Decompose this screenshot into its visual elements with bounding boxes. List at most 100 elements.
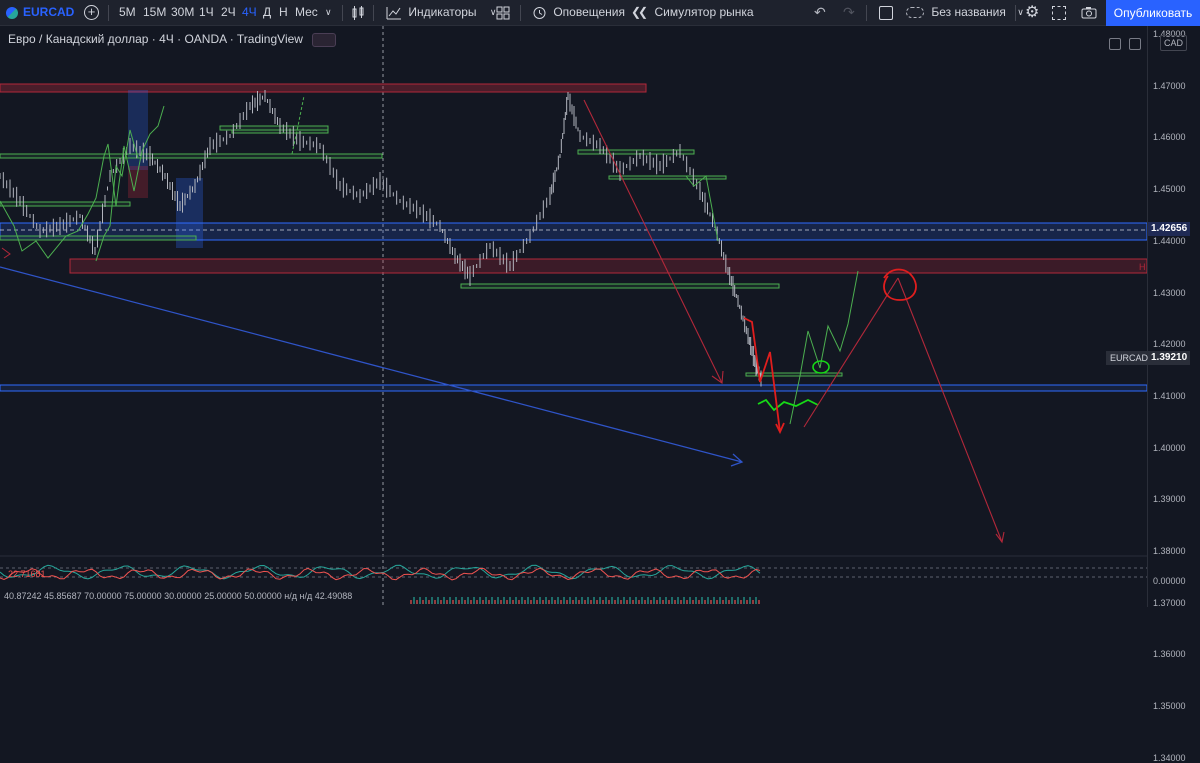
- histogram-bar: [449, 597, 451, 604]
- histogram-bar: [416, 600, 418, 604]
- histogram-bar: [542, 600, 544, 604]
- histogram-bar: [743, 597, 745, 604]
- support-zone-lower[interactable]: [0, 384, 1147, 392]
- trend-arrow-blue[interactable]: [0, 266, 743, 463]
- collapse-pane-button[interactable]: [1109, 38, 1121, 50]
- compare-symbol-button[interactable]: +: [84, 0, 99, 25]
- projection-path-green[interactable]: [0, 105, 165, 259]
- timeframe-1h[interactable]: 1Ч: [199, 5, 214, 19]
- symbol-search-button[interactable]: EURCAD: [6, 0, 74, 25]
- histogram-bar: [695, 597, 697, 604]
- indicators-label: Индикаторы: [408, 5, 477, 19]
- projection-red-down[interactable]: [897, 277, 1003, 543]
- timeframe-dropdown-button[interactable]: ∨: [325, 0, 332, 25]
- histogram-bar: [686, 600, 688, 604]
- settings-button[interactable]: ⚙: [1025, 0, 1039, 25]
- resistance-zone-top[interactable]: [0, 83, 647, 93]
- snapshot-button[interactable]: [1081, 0, 1097, 25]
- plus-circle-icon: +: [84, 5, 99, 21]
- timeframe-30m[interactable]: 30М: [171, 5, 195, 19]
- chart-legend[interactable]: Евро / Канадский доллар · 4Ч · OANDA · T…: [8, 32, 337, 47]
- templates-button[interactable]: [496, 0, 510, 25]
- histogram-bar: [575, 597, 577, 604]
- histogram-bar: [593, 597, 595, 604]
- histogram-bar: [719, 597, 721, 604]
- price-axis[interactable]: [1147, 26, 1200, 607]
- candlestick-series[interactable]: [0, 90, 762, 387]
- fullscreen-button[interactable]: [1052, 0, 1066, 25]
- price-tick: 1.48000: [1153, 29, 1186, 39]
- currency-label[interactable]: CAD: [1160, 35, 1188, 51]
- histogram-bar: [671, 597, 673, 604]
- histogram-bar: [419, 597, 421, 604]
- projection-path-green[interactable]: [685, 175, 719, 242]
- histogram-bar: [710, 600, 712, 604]
- histogram-bar: [557, 597, 559, 604]
- histogram-bar: [674, 600, 676, 604]
- resistance-zone-middle[interactable]: [69, 258, 1147, 274]
- alerts-button[interactable]: Оповещения: [532, 0, 625, 25]
- oscillator-series[interactable]: [0, 564, 761, 604]
- indicators-button[interactable]: Индикаторы ∨: [386, 0, 497, 25]
- scribble-red[interactable]: [743, 317, 781, 433]
- histogram-bar: [749, 597, 751, 604]
- timeframe-2h[interactable]: 2Ч: [221, 5, 236, 19]
- oscillator-line: [0, 567, 761, 581]
- timeframe-5m[interactable]: 5М: [119, 5, 136, 19]
- support-zone-blue[interactable]: [0, 222, 1147, 241]
- price-tick: 1.47000: [1153, 80, 1186, 91]
- layout-toggle-button[interactable]: [879, 0, 893, 25]
- circle-marker-green[interactable]: [812, 360, 830, 374]
- maximize-pane-button[interactable]: [1129, 38, 1141, 50]
- timeframe-4h-active[interactable]: 4Ч: [242, 5, 257, 19]
- wave-scribble-green[interactable]: [757, 398, 819, 412]
- arrow-head: [995, 531, 1005, 544]
- redo-button[interactable]: ↷: [843, 0, 855, 25]
- histogram-bar: [641, 597, 643, 604]
- gear-icon: ⚙: [1025, 4, 1040, 22]
- histogram-bar: [665, 597, 667, 604]
- candles-icon: [352, 5, 364, 20]
- zone-marker-label: H: [1139, 262, 1146, 272]
- histogram-bar: [728, 600, 730, 604]
- oscillator-legend[interactable]: 40.87242 45.85687 70.00000 75.00000 30.0…: [4, 591, 353, 601]
- highlight-box[interactable]: [128, 166, 148, 198]
- circle-marker-red[interactable]: [883, 268, 917, 301]
- toolbar-divider: [520, 5, 521, 21]
- green-levels[interactable]: [0, 125, 843, 377]
- timeframe-week[interactable]: Н: [279, 5, 288, 19]
- projection-red-up[interactable]: [803, 277, 899, 428]
- timeframe-day[interactable]: Д: [263, 5, 272, 19]
- arrow-red-down[interactable]: [583, 99, 723, 384]
- bar-replay-button[interactable]: ❮❮ Симулятор рынка: [631, 0, 754, 25]
- legend-badge[interactable]: [312, 32, 337, 47]
- oscillator-axis-tick: 0.00000: [1153, 576, 1186, 586]
- toolbar-divider: [373, 5, 374, 21]
- timeframe-15m[interactable]: 15М: [143, 5, 167, 19]
- chevron-down-icon: ∨: [489, 7, 497, 18]
- chart-type-button[interactable]: [351, 0, 365, 25]
- rewind-icon: ❮❮: [631, 5, 648, 20]
- histogram-bar: [569, 597, 571, 604]
- price-chart[interactable]: [0, 26, 1147, 607]
- histogram-bar: [545, 597, 547, 604]
- chevron-down-icon: ∨: [325, 7, 332, 18]
- histogram-bar: [680, 600, 682, 604]
- layout-name-button[interactable]: Без названия ∨: [906, 0, 1024, 25]
- histogram-bar: [617, 597, 619, 604]
- publish-button[interactable]: Опубликовать: [1106, 0, 1200, 26]
- histogram-bar: [587, 597, 589, 604]
- timeframe-month[interactable]: Мес: [295, 5, 318, 19]
- undo-button[interactable]: ↶: [814, 0, 826, 25]
- histogram-bar: [656, 600, 658, 604]
- histogram-bar: [644, 600, 646, 604]
- histogram-bar: [662, 600, 664, 604]
- projection-path-green[interactable]: [95, 129, 139, 262]
- histogram-bar: [581, 597, 583, 604]
- histogram-bar: [509, 597, 511, 604]
- projection-path-green[interactable]: [789, 270, 859, 425]
- symbol-logo-icon: [6, 6, 18, 19]
- histogram-bar: [746, 600, 748, 604]
- histogram-bar: [599, 597, 601, 604]
- histogram-bar: [539, 597, 541, 604]
